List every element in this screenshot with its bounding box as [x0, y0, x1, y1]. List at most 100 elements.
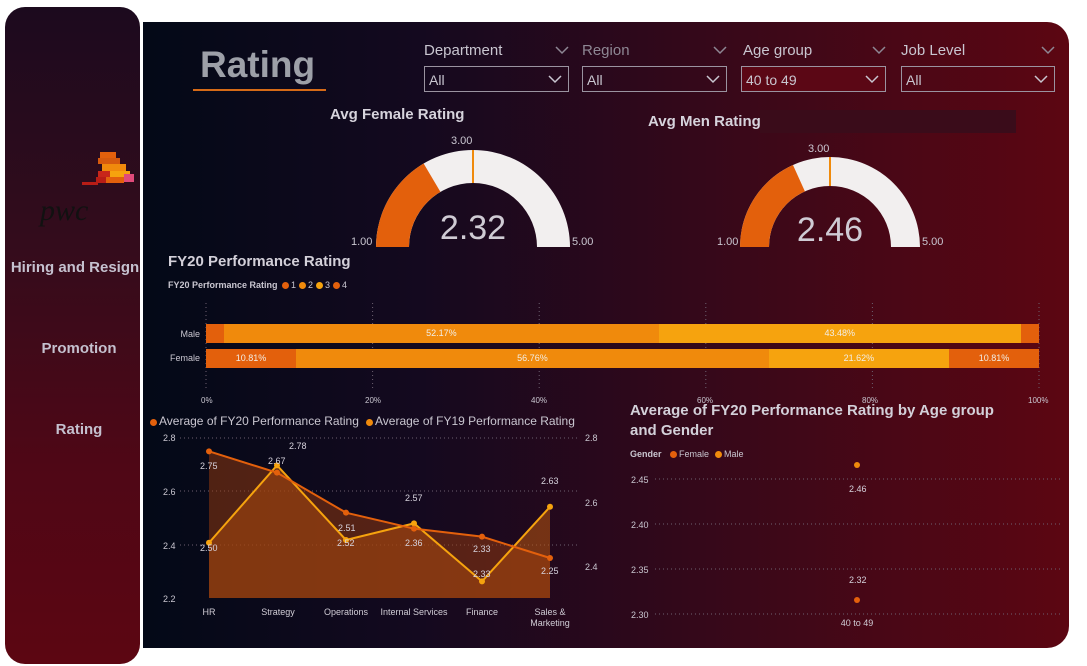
scatter-legend-male: Male — [715, 449, 744, 459]
nav-hiring-and-resign[interactable]: Hiring and Resign — [10, 259, 140, 276]
chevron-down-icon[interactable] — [713, 44, 727, 56]
filter-label-region: Region — [582, 42, 630, 59]
fy19-point-label: 2.50 — [200, 543, 218, 553]
area-point-label: 2.33 — [473, 544, 491, 554]
sidebar — [5, 7, 140, 664]
area-cat-strategy: Strategy — [261, 607, 295, 617]
area-ytick-right-1: 2.6 — [585, 498, 598, 508]
perf-bar-segment — [224, 324, 659, 343]
area-point-label: 2.36 — [405, 538, 423, 548]
scatter-ytick-3: 2.30 — [631, 610, 649, 620]
nav-rating[interactable]: Rating — [55, 421, 103, 438]
perf-chart-title: FY20 Performance Rating — [168, 253, 351, 270]
area-legend-fy20: Average of FY20 Performance Rating — [150, 414, 359, 428]
fy20-point-label: 2.67 — [268, 456, 286, 466]
brand-text: pwc — [38, 194, 88, 227]
department-dropdown[interactable]: All — [424, 66, 569, 92]
filter-label-job-level: Job Level — [901, 42, 966, 59]
chevron-down-icon — [1034, 75, 1048, 84]
perf-bar-segment — [768, 349, 949, 368]
gauge-men-value: 2.46 — [796, 211, 864, 249]
scatter-cat-40-49: 40 to 49 — [840, 618, 874, 628]
area-cat-hr: HR — [202, 607, 216, 617]
area-point-label: 2.33 — [473, 569, 491, 579]
chevron-down-icon — [548, 75, 562, 84]
gauge-female-target: 3.00 — [451, 135, 473, 147]
scatter-legend-title: Gender — [630, 449, 662, 459]
scatter-label-male: 2.46 — [849, 484, 867, 494]
scatter-legend-female: Female — [670, 449, 709, 459]
gauge-men-title: Avg Men Rating — [648, 113, 761, 130]
filter-label-age-group: Age group — [743, 42, 813, 59]
fy19-point-label: 2.51 — [338, 523, 356, 533]
fy19-point — [411, 520, 417, 527]
scatter-ytick-2: 2.35 — [631, 565, 649, 575]
department-value: All — [429, 72, 445, 88]
fy20-point — [274, 469, 280, 476]
page-title: Rating — [200, 44, 316, 85]
chevron-down-icon — [706, 75, 720, 84]
gauge-female-min: 1.00 — [351, 236, 373, 248]
perf-bar-label: 10.81% — [235, 353, 267, 363]
area-ytick-left-0: 2.8 — [163, 433, 176, 443]
fy19-point — [206, 539, 212, 546]
gauge-men-fill — [740, 164, 805, 247]
chevron-down-icon[interactable] — [872, 44, 886, 56]
perf-xtick-60: 60% — [697, 396, 714, 405]
area-cat-sales-marketing: Sales & Marketing — [530, 607, 570, 628]
perf-xtick-80: 80% — [862, 396, 879, 405]
gauge-men-target: 3.00 — [808, 143, 830, 155]
fy20-area — [209, 451, 550, 598]
job-level-value: All — [906, 72, 922, 88]
scatter-ytick-1: 2.40 — [631, 520, 649, 530]
area-cat-internal-services: Internal Services — [380, 607, 448, 617]
fy20-point — [547, 555, 553, 561]
fy19-point-label: 2.78 — [289, 441, 307, 451]
perf-bar-segment — [206, 324, 225, 343]
fy20-point-label: 2.75 — [200, 461, 218, 471]
perf-legend-2: 2 — [299, 280, 313, 290]
fy20-point — [206, 448, 212, 455]
age-group-value: 40 to 49 — [746, 72, 797, 88]
fy19-point — [547, 503, 553, 510]
perf-bar-segment — [948, 349, 1039, 368]
area-ytick-right-2: 2.4 — [585, 562, 598, 572]
perf-cat-female: Female — [169, 353, 200, 363]
area-cat-operations: Operations — [323, 607, 369, 617]
area-ytick-right-0: 2.8 — [585, 433, 598, 443]
perf-bar-label: 52.17% — [426, 328, 457, 338]
fy20-point-label: 2.52 — [337, 538, 355, 548]
fy19-point — [274, 462, 280, 469]
gauge-female-max: 5.00 — [572, 236, 594, 248]
perf-bar-label: 56.76% — [517, 353, 548, 363]
chevron-down-icon[interactable] — [555, 44, 569, 56]
perf-bar-segment — [296, 349, 769, 368]
area-ytick-left-3: 2.2 — [163, 594, 176, 604]
perf-legend-3: 3 — [316, 280, 330, 290]
pwc-logo: pwc — [38, 152, 134, 227]
area-legend-fy19: Average of FY19 Performance Rating — [366, 414, 575, 428]
fy19-point — [343, 536, 349, 543]
fy19-line — [208, 463, 551, 583]
fy19-point-label: 2.63 — [541, 476, 559, 486]
perf-legend-1: 1 — [282, 280, 296, 290]
fy20-point — [411, 525, 417, 532]
scatter-label-female: 2.32 — [849, 575, 867, 585]
scatter-title: Average of FY20 Performance Rating by Ag… — [630, 402, 994, 439]
scatter-point-female — [854, 597, 860, 603]
perf-bar-segment — [1020, 324, 1039, 343]
chevron-down-icon[interactable] — [1041, 44, 1055, 56]
fy19-point-label: 2.57 — [405, 493, 423, 503]
chevron-down-icon — [865, 75, 879, 84]
area-cat-finance: Finance — [465, 607, 499, 617]
nav-promotion[interactable]: Promotion — [41, 340, 117, 357]
job-level-dropdown[interactable]: All — [901, 66, 1055, 92]
region-dropdown[interactable]: All — [582, 66, 727, 92]
age-group-dropdown[interactable]: 40 to 49 — [741, 66, 886, 92]
fy20-line — [208, 450, 551, 559]
